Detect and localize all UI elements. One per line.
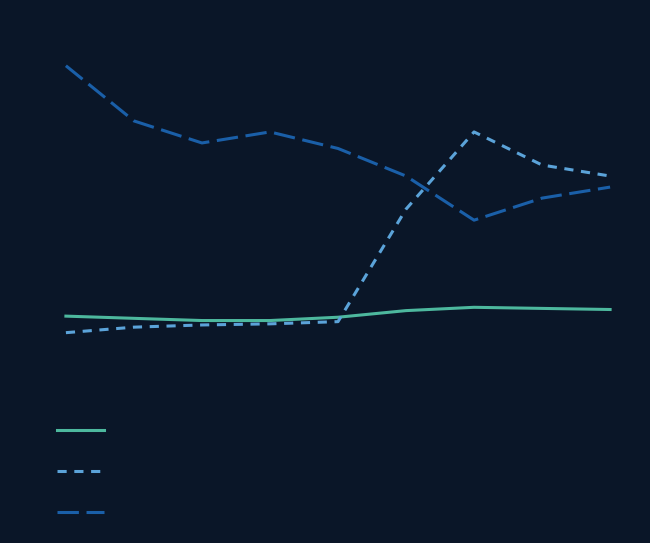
Text: Fee-for-Service: Fee-for-Service (122, 424, 216, 437)
Text: Managed Care: Managed Care (122, 465, 213, 477)
Text: Overall: Overall (122, 506, 166, 518)
